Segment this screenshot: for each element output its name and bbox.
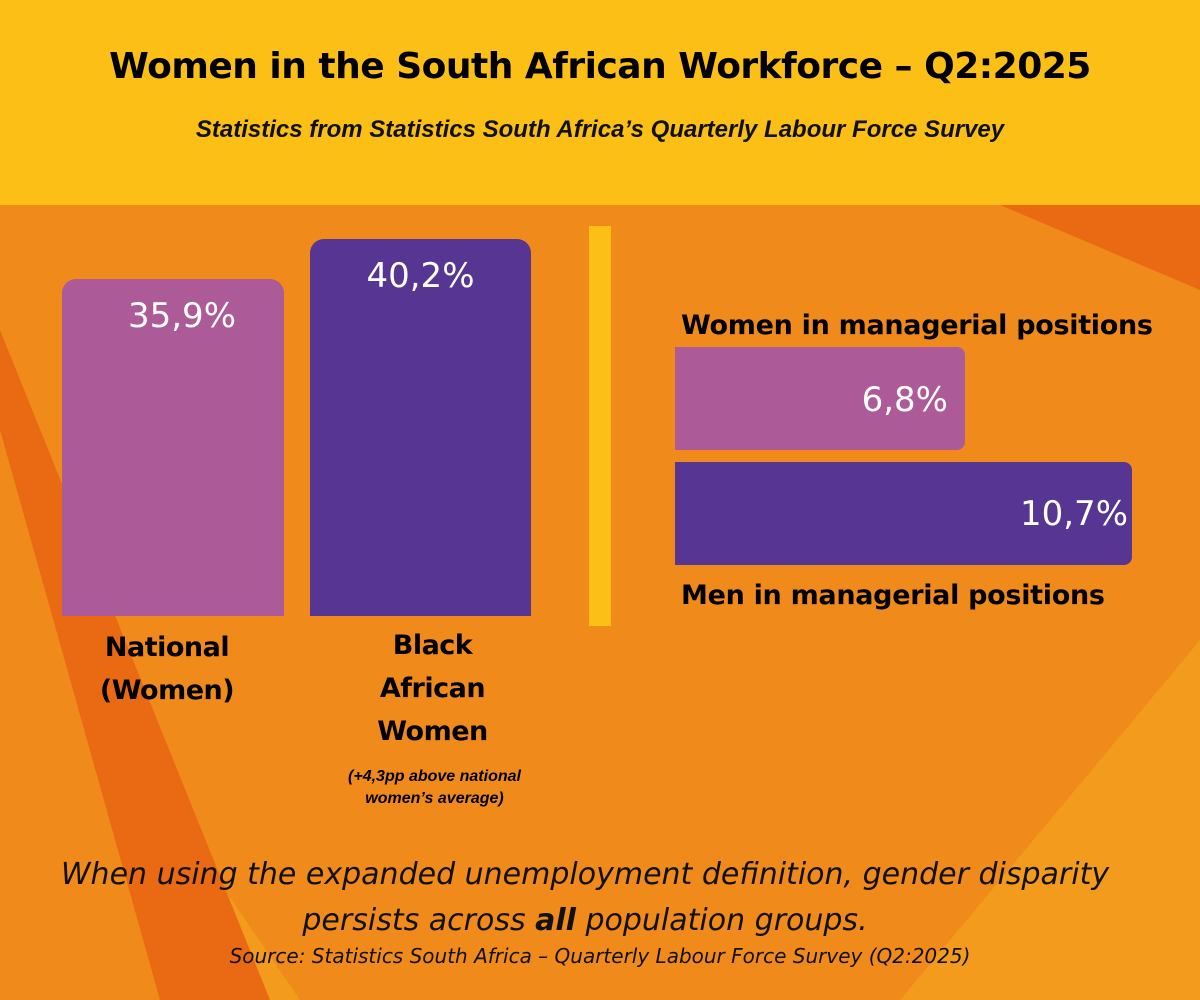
- bar-black-african-women: [310, 239, 531, 616]
- category-line: African: [379, 673, 486, 704]
- footnote-line-2: persists across all population groups.: [0, 898, 1170, 944]
- footnote-text: population groups.: [575, 903, 868, 938]
- category-label-black-african: Black African Women: [322, 624, 543, 753]
- corner-triangle: [1000, 205, 1200, 290]
- category-line: National: [104, 632, 230, 663]
- value-label-women-managerial: 6,8%: [861, 380, 948, 420]
- bar-men-managerial: [675, 462, 1132, 565]
- category-line: (Women): [99, 675, 235, 706]
- value-label-national: 35,9%: [127, 296, 236, 336]
- annotation-above-average: (+4,3pp above national women’s average): [348, 768, 521, 807]
- bar-women-managerial: [675, 347, 965, 450]
- footnote-line-1: When using the expanded unemployment def…: [60, 857, 1110, 892]
- header-band: [0, 0, 1200, 205]
- value-label-men-managerial: 10,7%: [1019, 494, 1128, 534]
- left-diagonal-inner: [0, 430, 160, 1000]
- footnote: When using the expanded unemployment def…: [0, 852, 1170, 944]
- source-citation: Source: Statistics South Africa – Quarte…: [229, 944, 971, 968]
- bar-national-women: [62, 279, 284, 616]
- label-women-managerial: Women in managerial positions: [681, 310, 1153, 341]
- footnote-text: persists across: [302, 903, 536, 938]
- page-title: Women in the South African Workforce – Q…: [109, 46, 1091, 87]
- value-label-black-african: 40,2%: [366, 256, 475, 296]
- category-line: Women: [377, 716, 488, 747]
- footnote-emphasis: all: [535, 903, 576, 938]
- label-men-managerial: Men in managerial positions: [681, 580, 1105, 611]
- page-subtitle: Statistics from Statistics South Africa’…: [195, 116, 1005, 143]
- category-line: Black: [392, 630, 473, 661]
- category-label-national: National (Women): [62, 626, 272, 712]
- divider-bar: [589, 226, 611, 626]
